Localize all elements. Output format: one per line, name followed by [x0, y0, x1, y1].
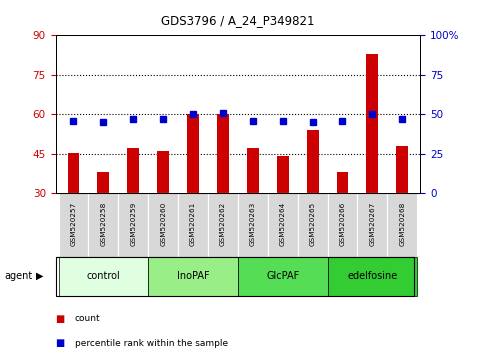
Text: GSM520258: GSM520258: [100, 201, 106, 246]
Bar: [387, 193, 417, 257]
Bar: [357, 193, 387, 257]
Bar: [367, 54, 378, 272]
Text: GSM520259: GSM520259: [130, 201, 136, 246]
Text: GSM520262: GSM520262: [220, 201, 226, 246]
Bar: [327, 193, 357, 257]
Text: ■: ■: [56, 338, 65, 348]
Text: agent: agent: [5, 271, 33, 281]
Text: percentile rank within the sample: percentile rank within the sample: [75, 339, 228, 348]
Text: GlcPAF: GlcPAF: [266, 271, 299, 281]
Text: GDS3796 / A_24_P349821: GDS3796 / A_24_P349821: [161, 14, 314, 27]
Text: control: control: [86, 271, 120, 281]
Bar: [337, 172, 348, 272]
Bar: [396, 146, 408, 272]
Bar: [307, 130, 319, 272]
Text: GSM520267: GSM520267: [369, 201, 375, 246]
Text: InoPAF: InoPAF: [177, 271, 209, 281]
Text: ▶: ▶: [36, 271, 44, 281]
Bar: [178, 193, 208, 257]
Bar: [217, 114, 229, 272]
Bar: [298, 193, 327, 257]
Bar: [148, 257, 238, 296]
Text: GSM520261: GSM520261: [190, 201, 196, 246]
Bar: [238, 193, 268, 257]
Bar: [187, 114, 199, 272]
Text: GSM520268: GSM520268: [399, 201, 405, 246]
Text: GSM520263: GSM520263: [250, 201, 256, 246]
Text: GSM520260: GSM520260: [160, 201, 166, 246]
Text: GSM520265: GSM520265: [310, 201, 315, 246]
Bar: [277, 156, 289, 272]
Bar: [88, 193, 118, 257]
Bar: [58, 257, 148, 296]
Bar: [247, 148, 259, 272]
Text: count: count: [75, 314, 100, 323]
Text: edelfosine: edelfosine: [347, 271, 398, 281]
Text: GSM520266: GSM520266: [340, 201, 345, 246]
Bar: [68, 153, 80, 272]
Bar: [128, 148, 139, 272]
Bar: [157, 151, 169, 272]
Text: GSM520257: GSM520257: [71, 201, 76, 246]
Bar: [148, 193, 178, 257]
Bar: [98, 172, 109, 272]
Bar: [58, 193, 88, 257]
Bar: [327, 257, 417, 296]
Bar: [118, 193, 148, 257]
Bar: [208, 193, 238, 257]
Bar: [238, 257, 327, 296]
Text: ■: ■: [56, 314, 65, 324]
Text: GSM520264: GSM520264: [280, 201, 286, 246]
Bar: [268, 193, 298, 257]
